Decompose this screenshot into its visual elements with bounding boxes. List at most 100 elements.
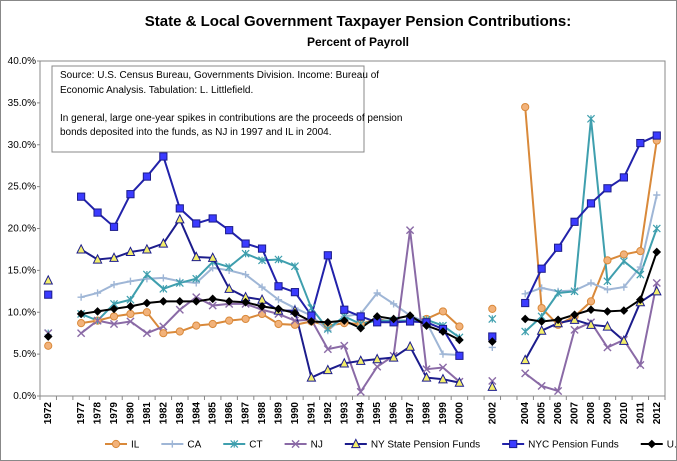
x-tick-label: 1994 [356, 402, 367, 425]
x-tick-label: 1979 [109, 402, 120, 425]
marker [290, 262, 299, 271]
marker [603, 277, 612, 286]
marker [126, 317, 135, 326]
marker [570, 217, 579, 226]
marker [339, 316, 349, 325]
legend-label: CT [249, 440, 262, 451]
y-tick-label: 10.0% [8, 307, 36, 318]
marker [603, 307, 612, 316]
x-tick-label: 2002 [487, 402, 498, 425]
marker [488, 376, 497, 386]
marker [307, 304, 316, 313]
marker [569, 314, 580, 324]
x-tick-label: 1978 [93, 402, 104, 425]
marker [142, 329, 152, 338]
x-tick-label: 1984 [191, 402, 202, 425]
marker [274, 319, 283, 329]
marker [225, 226, 234, 235]
x-tick-label: 2011 [635, 402, 646, 424]
y-tick-label: 35.0% [8, 98, 36, 109]
marker [191, 251, 202, 262]
marker [159, 322, 168, 331]
x-tick-label: 1972 [43, 402, 54, 425]
marker [77, 293, 85, 301]
marker [356, 323, 366, 333]
chart-subtitle: Percent of Payroll [307, 35, 409, 49]
x-tick-label: 2000 [454, 402, 465, 425]
marker [389, 314, 398, 324]
marker [521, 369, 530, 378]
marker [192, 321, 201, 330]
marker [636, 263, 644, 271]
marker [587, 279, 595, 287]
marker [570, 325, 579, 334]
marker [487, 381, 498, 391]
marker [586, 114, 596, 123]
x-tick-label: 1989 [273, 402, 284, 425]
marker [291, 439, 300, 449]
marker [175, 327, 184, 336]
marker [603, 343, 612, 352]
marker [109, 252, 119, 262]
annotation-box [51, 65, 365, 153]
marker [257, 302, 267, 311]
y-tick-label: 25.0% [8, 182, 36, 193]
marker [306, 371, 317, 382]
marker [175, 278, 184, 287]
marker [125, 246, 136, 257]
marker [224, 283, 235, 293]
marker [356, 387, 365, 396]
marker [350, 438, 361, 449]
marker [290, 316, 300, 325]
marker [241, 297, 250, 307]
marker [618, 335, 629, 345]
marker [454, 376, 465, 387]
x-tick-label: 1992 [323, 402, 334, 425]
marker [520, 314, 530, 324]
marker [586, 297, 596, 306]
marker [111, 439, 121, 449]
marker [290, 288, 300, 297]
marker [307, 317, 316, 326]
marker [225, 316, 234, 325]
marker [636, 270, 645, 279]
marker [422, 321, 431, 330]
marker [93, 289, 102, 297]
marker [192, 219, 201, 228]
x-tick-label: 2007 [570, 402, 581, 425]
x-tick-label: 1977 [76, 402, 87, 425]
x-tick-label: 1981 [142, 402, 153, 425]
marker [93, 316, 102, 325]
marker [373, 289, 381, 297]
marker [521, 290, 529, 298]
marker [636, 247, 645, 256]
y-tick-label: 0.0% [13, 391, 36, 402]
marker [372, 353, 383, 364]
marker [636, 295, 645, 304]
marker [570, 310, 579, 320]
marker [274, 282, 283, 291]
legend-label: IL [131, 440, 140, 451]
y-tick-label: 30.0% [8, 140, 36, 151]
chart-title: State & Local Government Taxpayer Pensio… [145, 13, 571, 30]
marker [553, 386, 563, 396]
x-tick-label: 1987 [241, 402, 252, 425]
marker [142, 270, 151, 279]
marker [636, 138, 645, 148]
marker [241, 239, 250, 248]
marker [520, 354, 531, 365]
marker [76, 243, 87, 254]
marker [322, 364, 333, 375]
marker [257, 244, 267, 253]
marker [521, 327, 530, 336]
marker [290, 308, 300, 318]
marker [142, 172, 152, 181]
marker [109, 304, 119, 314]
marker [421, 371, 432, 382]
marker [109, 312, 119, 321]
marker [159, 152, 168, 161]
marker [356, 312, 365, 321]
marker [43, 332, 53, 341]
marker [422, 365, 431, 374]
marker [126, 309, 135, 319]
